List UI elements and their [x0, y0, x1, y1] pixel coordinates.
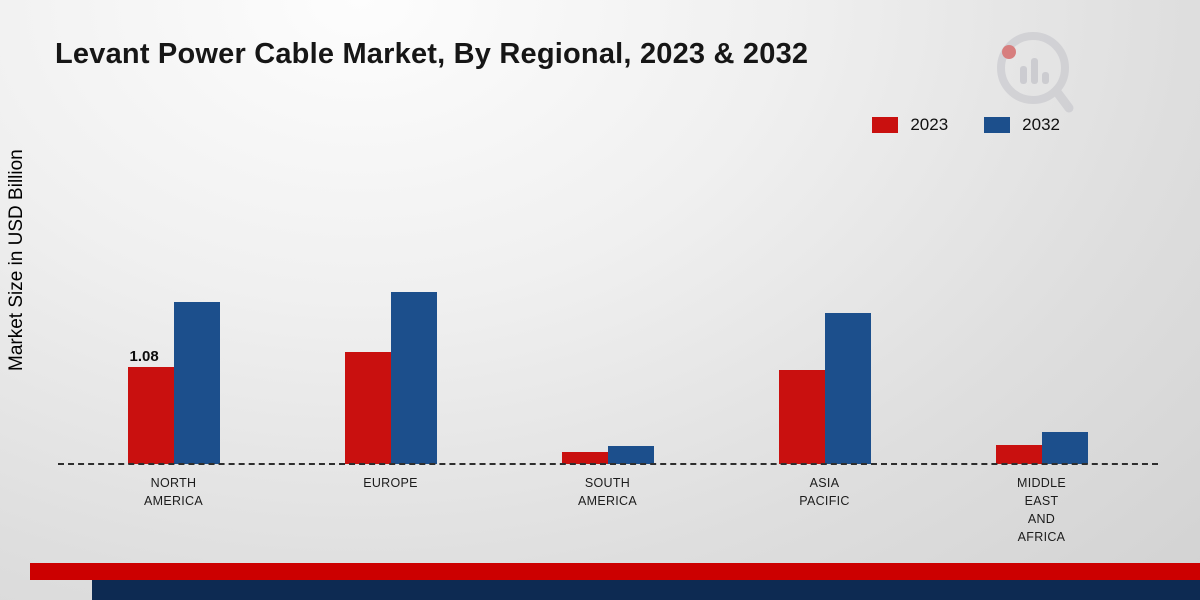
footer-navy-stripe	[92, 580, 1200, 600]
legend-swatch-2032	[984, 117, 1011, 133]
bar-group-asia-pacific	[778, 180, 871, 464]
legend-label: 2032	[1022, 115, 1060, 134]
category-label-asia-pacific: ASIA PACIFIC	[716, 474, 933, 547]
legend: 2023 2032	[872, 115, 1060, 135]
bar-2023-europe	[344, 352, 391, 464]
bar-2032-north-america	[173, 302, 220, 464]
bar-2023-middle-east-and-africa	[995, 445, 1042, 464]
bar-value-label: 1.08	[129, 348, 159, 365]
category-label-line: NORTH	[150, 476, 197, 490]
category-label-line: PACIFIC	[799, 494, 850, 509]
category-label-line: EUROPE	[363, 476, 418, 490]
category-label-south-america: SOUTH AMERICA	[499, 474, 716, 547]
category-label-line: AMERICA	[143, 494, 204, 509]
footer-red-stripe	[30, 563, 1200, 580]
bar-group-south-america	[561, 180, 654, 464]
bar-group-north-america: 1.08	[127, 180, 220, 464]
category-label-europe: EUROPE	[282, 474, 499, 547]
plot-area: 1.08	[65, 180, 1150, 464]
bar-2032-asia-pacific	[824, 313, 871, 464]
bar-2023-north-america: 1.08	[127, 348, 174, 464]
bar-2023-south-america	[561, 452, 608, 464]
bar-2023-asia-pacific	[778, 370, 825, 464]
y-axis-label: Market Size in USD Billion	[6, 149, 27, 371]
category-label-line: AMERICA	[577, 494, 638, 509]
chart-title: Levant Power Cable Market, By Regional, …	[55, 38, 809, 70]
category-label-line: SOUTH	[584, 476, 631, 490]
legend-swatch-2023	[872, 117, 899, 133]
x-axis-category-labels: NORTH AMERICA EUROPE SOUTH AMERICA ASIA PACIFI…	[65, 474, 1150, 547]
category-label-line: AFRICA	[1017, 530, 1066, 545]
bar-group-middle-east-and-africa	[995, 180, 1088, 464]
category-label-line: MIDDLE	[1016, 476, 1067, 490]
legend-item-2023: 2023	[872, 115, 948, 135]
x-axis-baseline	[58, 463, 1158, 465]
category-label-middle-east-and-africa: MIDDLE EAST AND AFRICA	[933, 474, 1150, 547]
bar-2032-middle-east-and-africa	[1041, 432, 1088, 464]
legend-label: 2023	[910, 115, 949, 134]
legend-item-2032: 2032	[984, 115, 1060, 135]
brand-logo-watermark	[997, 32, 1074, 113]
bar-2032-europe	[390, 292, 437, 464]
bar-2032-south-america	[607, 446, 654, 464]
category-label-line: EAST	[1024, 494, 1059, 509]
category-label-north-america: NORTH AMERICA	[65, 474, 282, 547]
bar-group-europe	[344, 180, 437, 464]
category-label-line: ASIA	[809, 476, 840, 490]
category-label-line: AND	[1027, 512, 1056, 527]
